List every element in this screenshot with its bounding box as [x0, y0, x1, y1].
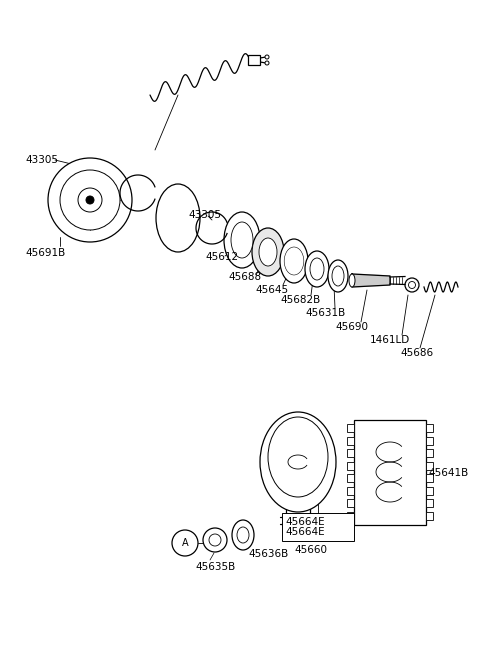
Bar [426, 499, 433, 508]
Bar [426, 449, 433, 457]
Bar [426, 462, 433, 470]
Ellipse shape [232, 520, 254, 550]
Text: 45686: 45686 [400, 348, 433, 358]
Circle shape [60, 170, 120, 230]
Text: 43305: 43305 [25, 155, 58, 165]
Bar [347, 487, 354, 495]
Ellipse shape [332, 266, 344, 286]
Ellipse shape [328, 260, 348, 292]
Polygon shape [352, 274, 390, 287]
Text: 45690: 45690 [335, 322, 368, 332]
Ellipse shape [287, 251, 301, 271]
Text: 45645: 45645 [255, 285, 288, 295]
Text: 45664E: 45664E [285, 517, 324, 527]
Circle shape [265, 55, 269, 59]
Bar [347, 462, 354, 470]
Text: 45691B: 45691B [25, 248, 65, 258]
Text: 43305: 43305 [188, 210, 221, 220]
Ellipse shape [310, 258, 324, 280]
Ellipse shape [260, 412, 336, 512]
Bar [426, 474, 433, 482]
Ellipse shape [405, 278, 419, 292]
Bar [426, 512, 433, 520]
Text: 45612: 45612 [205, 252, 238, 262]
Bar [426, 424, 433, 432]
Ellipse shape [349, 274, 355, 287]
Bar [347, 499, 354, 508]
Ellipse shape [203, 528, 227, 552]
Ellipse shape [209, 534, 221, 546]
Bar [426, 487, 433, 495]
Bar [282, 513, 354, 541]
Ellipse shape [280, 239, 308, 283]
Text: 45641B: 45641B [428, 468, 468, 478]
Text: 45664E: 45664E [285, 527, 324, 537]
Ellipse shape [224, 212, 260, 268]
Circle shape [172, 530, 198, 556]
Text: 45688: 45688 [228, 272, 261, 282]
Circle shape [48, 158, 132, 242]
Bar [426, 437, 433, 445]
Text: 45631B: 45631B [305, 308, 345, 318]
Text: 45635B: 45635B [195, 562, 235, 572]
Bar [347, 449, 354, 457]
Bar [248, 55, 260, 65]
Bar [347, 424, 354, 432]
Ellipse shape [156, 184, 200, 252]
Ellipse shape [237, 527, 249, 543]
Ellipse shape [231, 222, 253, 258]
Ellipse shape [290, 255, 298, 267]
Bar [354, 420, 426, 525]
Bar [347, 474, 354, 482]
Text: 45660: 45660 [294, 545, 327, 555]
Text: 45636B: 45636B [248, 549, 288, 559]
Ellipse shape [259, 238, 277, 266]
Text: A: A [182, 538, 188, 548]
Circle shape [78, 188, 102, 212]
Bar [347, 512, 354, 520]
Text: 45682B: 45682B [280, 295, 320, 305]
Circle shape [86, 196, 94, 204]
Ellipse shape [408, 281, 416, 289]
Ellipse shape [268, 417, 328, 497]
Ellipse shape [305, 251, 329, 287]
Text: 1461LD: 1461LD [370, 335, 410, 345]
Bar [347, 437, 354, 445]
Ellipse shape [284, 247, 304, 275]
Circle shape [265, 61, 269, 65]
Ellipse shape [252, 228, 284, 276]
